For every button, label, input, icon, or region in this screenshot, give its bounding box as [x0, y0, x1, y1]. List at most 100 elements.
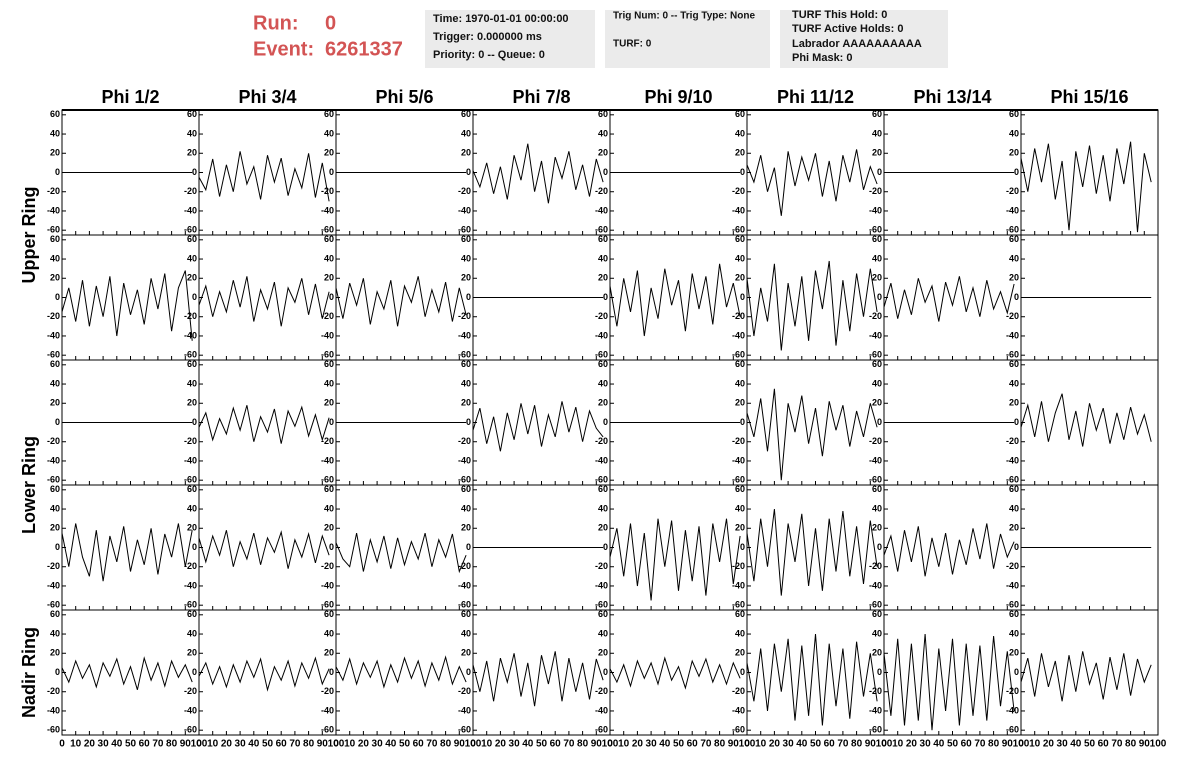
y-tick-label: -60 [869, 475, 882, 485]
x-tick-label: 50 [125, 739, 137, 750]
y-tick-label: 0 [192, 542, 197, 552]
y-tick-label: -60 [47, 725, 60, 735]
y-tick-label: 20 [461, 148, 471, 158]
y-tick-label: -40 [732, 205, 745, 215]
y-tick-label: -20 [184, 436, 197, 446]
y-tick-label: -40 [47, 455, 60, 465]
x-tick-label: 70 [563, 739, 575, 750]
waveform [472, 651, 604, 707]
x-tick-label: 90 [180, 739, 192, 750]
x-tick-label: 0 [196, 739, 202, 750]
y-tick-label: 40 [598, 503, 608, 513]
y-tick-label: -40 [869, 580, 882, 590]
y-tick-label: 40 [735, 503, 745, 513]
x-tick-label: 90 [1139, 739, 1151, 750]
y-tick-label: -40 [458, 455, 471, 465]
x-tick-label: 50 [673, 739, 685, 750]
panel-frame [198, 359, 337, 486]
y-tick-label: 20 [324, 648, 334, 658]
panel-frame [61, 609, 200, 736]
y-tick-label: 60 [461, 234, 471, 244]
y-tick-label: -60 [732, 725, 745, 735]
x-tick-label: 80 [1125, 739, 1137, 750]
y-tick-label: 60 [735, 609, 745, 619]
y-tick-label: -20 [321, 686, 334, 696]
y-tick-label: 0 [329, 292, 334, 302]
y-tick-label: 60 [872, 359, 882, 369]
y-tick-label: 40 [324, 128, 334, 138]
x-tick-label: 50 [810, 739, 822, 750]
x-tick-label: 70 [837, 739, 849, 750]
x-tick-label: 80 [166, 739, 178, 750]
y-tick-label: 20 [872, 648, 882, 658]
waveform [61, 523, 193, 582]
y-tick-label: 60 [187, 609, 197, 619]
x-tick-label: 90 [454, 739, 466, 750]
y-tick-label: 20 [735, 148, 745, 158]
x-tick-label: 60 [687, 739, 699, 750]
y-tick-label: 40 [324, 503, 334, 513]
y-tick-label: -40 [184, 705, 197, 715]
x-tick-label: 80 [303, 739, 315, 750]
y-tick-label: 60 [50, 484, 60, 494]
panel-frame [746, 484, 885, 611]
column-header: Phi 1/2 [101, 87, 159, 107]
y-tick-label: -60 [595, 225, 608, 235]
y-tick-label: 20 [187, 148, 197, 158]
y-tick-label: -60 [732, 475, 745, 485]
y-tick-label: 60 [598, 609, 608, 619]
y-tick-label: 40 [1009, 378, 1019, 388]
y-tick-label: 40 [324, 253, 334, 263]
ring-label: Nadir Ring [19, 627, 39, 718]
waveform [746, 633, 878, 726]
info-text: Labrador AAAAAAAAAA [792, 38, 922, 50]
y-tick-label: 0 [603, 542, 608, 552]
y-tick-label: 20 [50, 398, 60, 408]
y-tick-label: -20 [458, 561, 471, 571]
x-tick-label: 30 [235, 739, 247, 750]
x-tick-label: 100 [1150, 739, 1167, 750]
y-tick-label: -20 [47, 436, 60, 446]
y-tick-label: 40 [461, 503, 471, 513]
y-tick-label: -60 [184, 600, 197, 610]
x-tick-label: 100 [1013, 739, 1030, 750]
y-tick-label: 40 [735, 378, 745, 388]
y-tick-label: 0 [1014, 542, 1019, 552]
y-tick-label: -60 [184, 475, 197, 485]
panel-frame [198, 484, 337, 611]
info-text: TURF: 0 [613, 39, 652, 50]
waveform [609, 263, 741, 337]
y-tick-label: 60 [187, 359, 197, 369]
y-tick-label: -20 [732, 186, 745, 196]
y-tick-label: 0 [192, 167, 197, 177]
y-tick-label: 0 [1014, 667, 1019, 677]
y-tick-label: 0 [1014, 167, 1019, 177]
x-tick-label: 90 [728, 739, 740, 750]
x-tick-label: 80 [440, 739, 452, 750]
y-tick-label: -20 [1006, 686, 1019, 696]
y-tick-label: -20 [184, 311, 197, 321]
event-number: 6261337 [325, 38, 403, 60]
x-tick-label: 20 [84, 739, 96, 750]
y-tick-label: 40 [187, 253, 197, 263]
x-tick-label: 70 [289, 739, 301, 750]
waveform [472, 401, 604, 452]
y-tick-label: -40 [1006, 705, 1019, 715]
y-tick-label: 20 [461, 648, 471, 658]
y-tick-label: 60 [461, 484, 471, 494]
x-tick-label: 30 [646, 739, 658, 750]
waveform [746, 149, 878, 216]
y-tick-label: -60 [321, 725, 334, 735]
y-tick-label: -20 [1006, 186, 1019, 196]
y-tick-label: -20 [321, 186, 334, 196]
panel-frame [472, 109, 611, 236]
y-tick-label: -40 [321, 455, 334, 465]
y-tick-label: 0 [55, 417, 60, 427]
y-tick-label: 20 [1009, 523, 1019, 533]
column-header: Phi 3/4 [238, 87, 296, 107]
panel-frame [335, 234, 474, 361]
y-tick-label: 60 [1009, 484, 1019, 494]
y-tick-label: 20 [187, 648, 197, 658]
y-tick-label: 40 [1009, 503, 1019, 513]
x-tick-label: 40 [659, 739, 671, 750]
